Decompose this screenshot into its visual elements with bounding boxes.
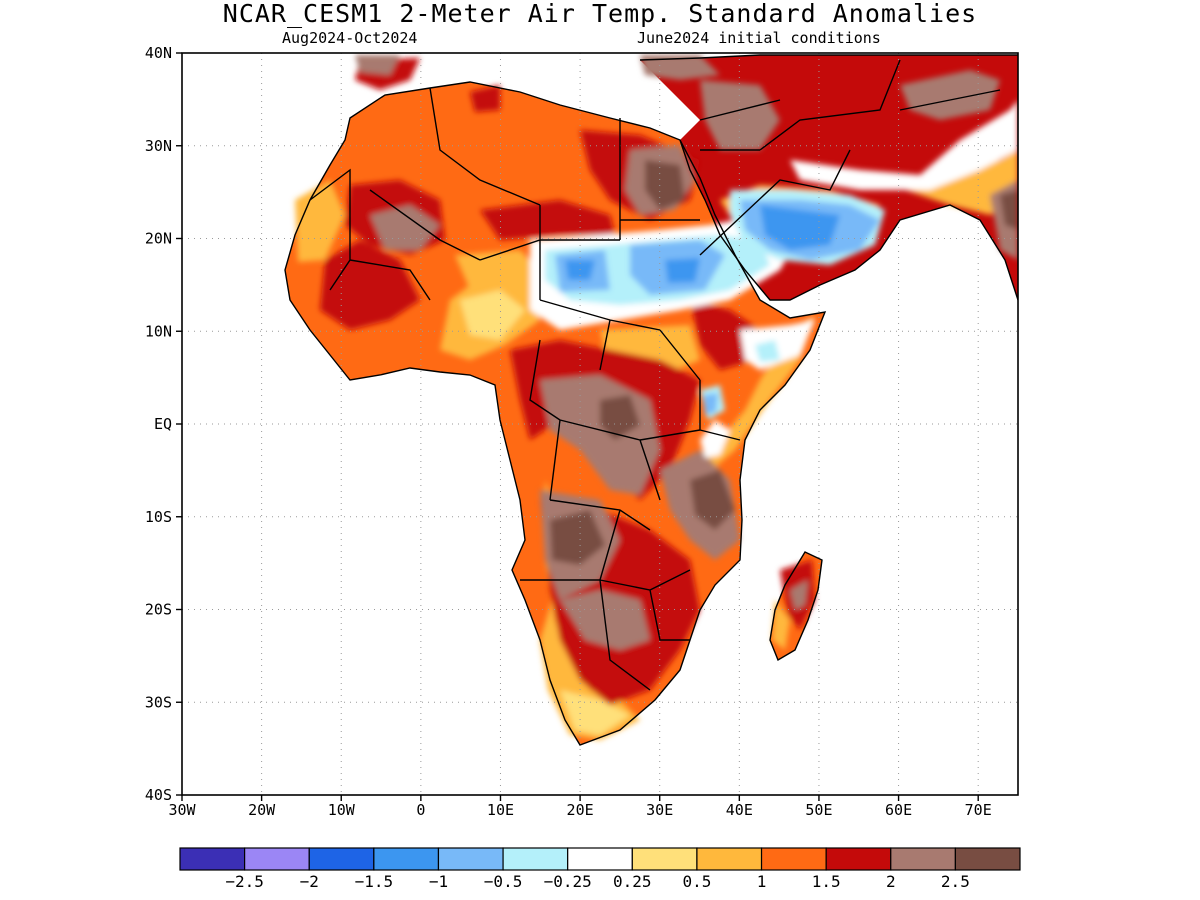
colorbar-label: −2 — [300, 872, 319, 891]
lat-tick-label: 10N — [145, 322, 172, 340]
colorbar-label: 1 — [757, 872, 767, 891]
colorbar-swatch — [825, 847, 892, 871]
colorbar-swatch — [696, 847, 763, 871]
lat-tick-label: 40S — [145, 786, 172, 804]
colorbar-swatch — [437, 847, 504, 871]
lat-tick-label: 20N — [145, 230, 172, 248]
lon-tick-label: 30W — [168, 801, 196, 819]
lat-tick-label: EQ — [154, 415, 172, 433]
colorbar-swatch — [954, 847, 1021, 871]
colorbar-swatch — [890, 847, 956, 871]
colorbar-swatch — [567, 847, 633, 871]
lon-tick-label: 50E — [805, 801, 832, 819]
initial-conditions-label: June2024 initial conditions — [637, 29, 881, 47]
colorbar-label: 0.5 — [682, 872, 711, 891]
colorbar-label: 0.25 — [613, 872, 652, 891]
country-borders — [284, 54, 1018, 746]
lat-tick-label: 30S — [145, 693, 172, 711]
lat-tick-label: 20S — [145, 601, 172, 619]
lon-tick-label: 10E — [487, 801, 514, 819]
colorbar-label: −0.25 — [544, 872, 592, 891]
colorbar-swatch — [373, 847, 440, 871]
lat-tick-label: 30N — [145, 137, 172, 155]
valid-period: Aug2024-Oct2024 — [282, 29, 418, 47]
map-title: NCAR_CESM1 2-Meter Air Temp. Standard An… — [222, 0, 978, 28]
lon-tick-label: 40E — [726, 801, 753, 819]
lon-tick-label: 10W — [328, 801, 356, 819]
colorbar-label: −0.5 — [484, 872, 523, 891]
colorbar-swatch — [502, 847, 569, 871]
colorbar-swatch — [308, 847, 375, 871]
lon-tick-label: 20E — [567, 801, 594, 819]
colorbar-swatch — [760, 847, 827, 871]
lat-tick-label: 10S — [145, 508, 172, 526]
colorbar-label: 2 — [886, 872, 896, 891]
lon-tick-label: 20W — [248, 801, 276, 819]
colorbar: −2.5 −2 −1.5 −1 −0.5 −0.25 0.25 0.5 1 1.5 2 2.5 — [179, 847, 1021, 891]
longitude-axis: 30W 20W 10W 0 10E 20E 30E 40E 50E 60E 70E — [168, 795, 992, 819]
colorbar-swatch — [179, 847, 246, 871]
colorbar-label: −2.5 — [225, 872, 264, 891]
colorbar-label: −1 — [429, 872, 448, 891]
colorbar-label: 2.5 — [941, 872, 970, 891]
lon-tick-label: 70E — [965, 801, 992, 819]
colorbar-swatch — [631, 847, 698, 871]
colorbar-label: 1.5 — [812, 872, 841, 891]
colorbar-label: −1.5 — [355, 872, 394, 891]
graticule — [182, 53, 1018, 795]
latitude-axis: 40N 30N 20N 10N EQ 10S 20S 30S 40S — [145, 44, 182, 804]
lon-tick-label: 60E — [885, 801, 912, 819]
lon-tick-label: 0 — [416, 801, 425, 819]
lat-tick-label: 40N — [145, 44, 172, 62]
colorbar-swatch — [244, 847, 310, 871]
land-anomaly-fill — [285, 55, 1018, 745]
lon-tick-label: 30E — [646, 801, 673, 819]
